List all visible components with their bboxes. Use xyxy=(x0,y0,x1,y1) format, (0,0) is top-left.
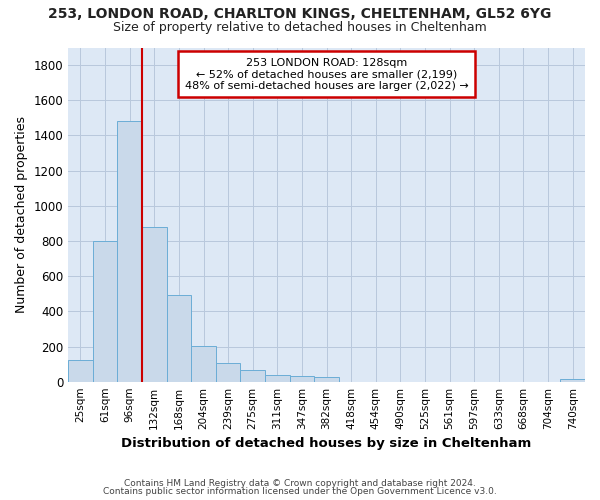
Bar xyxy=(290,376,314,382)
Bar xyxy=(191,346,216,382)
Text: Size of property relative to detached houses in Cheltenham: Size of property relative to detached ho… xyxy=(113,21,487,34)
Bar xyxy=(241,370,265,382)
Bar xyxy=(68,360,93,382)
Text: Contains HM Land Registry data © Crown copyright and database right 2024.: Contains HM Land Registry data © Crown c… xyxy=(124,478,476,488)
X-axis label: Distribution of detached houses by size in Cheltenham: Distribution of detached houses by size … xyxy=(121,437,532,450)
Bar xyxy=(216,363,241,382)
Text: 253, LONDON ROAD, CHARLTON KINGS, CHELTENHAM, GL52 6YG: 253, LONDON ROAD, CHARLTON KINGS, CHELTE… xyxy=(49,8,551,22)
Bar xyxy=(142,227,167,382)
Bar xyxy=(314,378,339,382)
Text: Contains public sector information licensed under the Open Government Licence v3: Contains public sector information licen… xyxy=(103,487,497,496)
Bar xyxy=(118,122,142,382)
Bar xyxy=(93,241,118,382)
Bar xyxy=(167,296,191,382)
Text: 253 LONDON ROAD: 128sqm
← 52% of detached houses are smaller (2,199)
48% of semi: 253 LONDON ROAD: 128sqm ← 52% of detache… xyxy=(185,58,469,90)
Bar xyxy=(560,379,585,382)
Y-axis label: Number of detached properties: Number of detached properties xyxy=(15,116,28,313)
Bar xyxy=(265,374,290,382)
